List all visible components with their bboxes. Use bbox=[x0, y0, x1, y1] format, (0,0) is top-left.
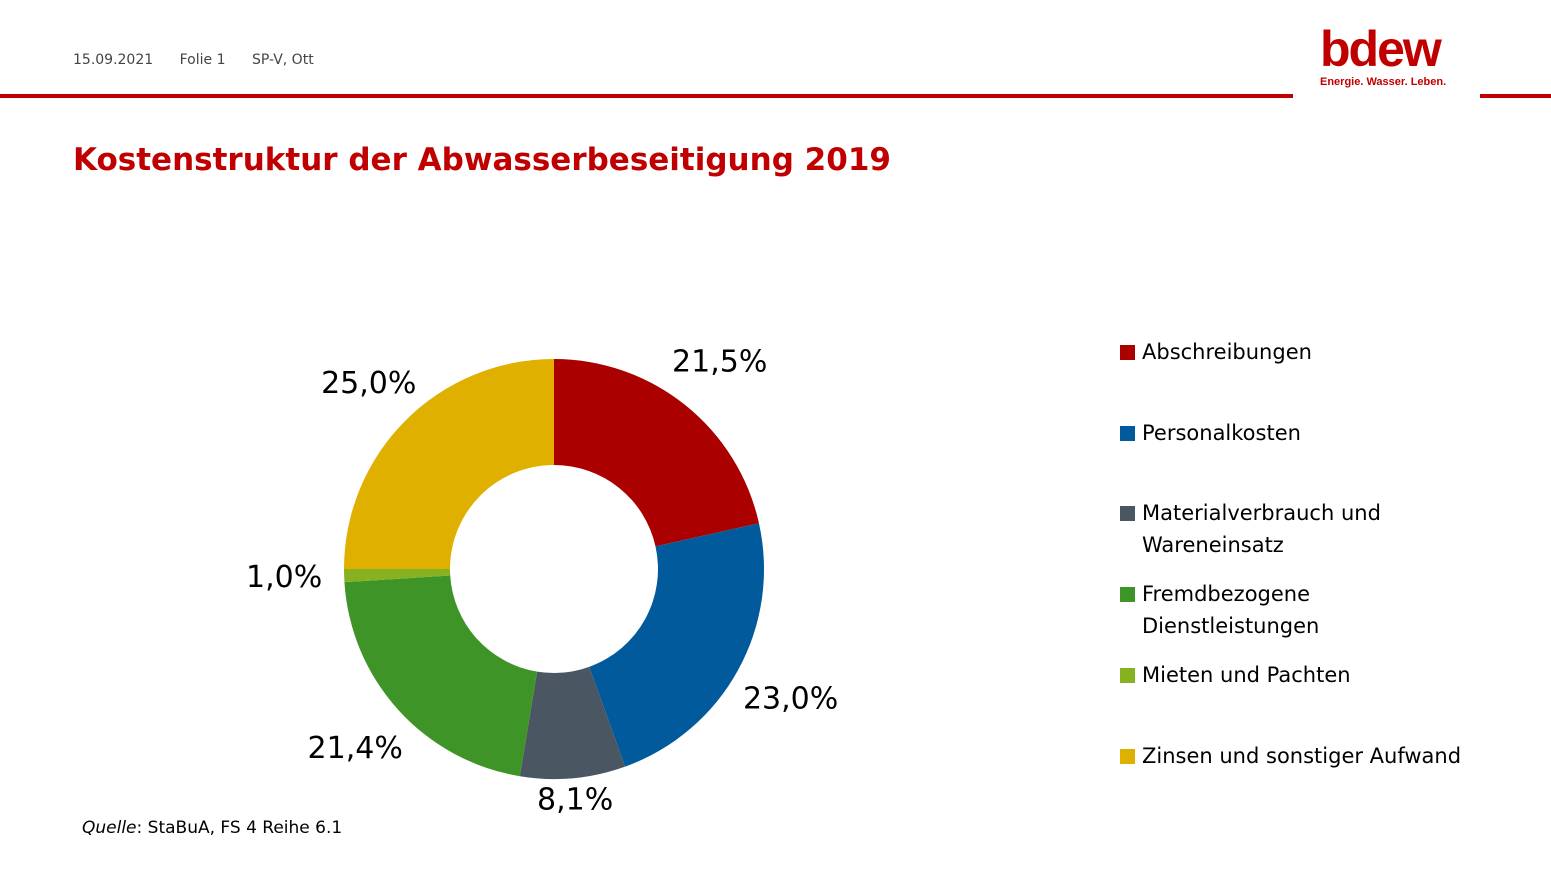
slide-number: Folie 1 bbox=[179, 52, 226, 68]
legend-swatch bbox=[1120, 587, 1135, 602]
legend-item-fremdbezogene-dienstleistungen: Fremdbezogene Dienstleistungen bbox=[1120, 578, 1480, 642]
legend-item-mieten-und-pachten: Mieten und Pachten bbox=[1120, 659, 1480, 691]
legend-label: Abschreibungen bbox=[1142, 340, 1312, 364]
slice-mieten-und-pachten bbox=[344, 569, 451, 583]
legend-item-materialverbrauch-und-wareneinsatz: Materialverbrauch und Wareneinsatz bbox=[1120, 497, 1480, 561]
data-label-mieten-und-pachten: 1,0% bbox=[246, 560, 322, 595]
legend-label: Personalkosten bbox=[1142, 421, 1301, 445]
header-rule-right bbox=[1480, 94, 1551, 98]
slide-date: 15.09.2021 bbox=[73, 52, 154, 68]
slide-meta: 15.09.2021 Folie 1 SP-V, Ott bbox=[73, 52, 336, 68]
legend-item-personalkosten: Personalkosten bbox=[1120, 417, 1480, 449]
data-label-personalkosten: 23,0% bbox=[743, 682, 838, 717]
legend-swatch bbox=[1120, 668, 1135, 683]
logo-wordmark: bdew bbox=[1320, 21, 1442, 77]
legend-label: Materialverbrauch und Wareneinsatz bbox=[1142, 501, 1381, 557]
legend-item-abschreibungen: Abschreibungen bbox=[1120, 336, 1480, 368]
data-label-abschreibungen: 21,5% bbox=[672, 345, 767, 380]
logo-tagline: Energie. Wasser. Leben. bbox=[1320, 76, 1447, 88]
slice-abschreibungen bbox=[554, 359, 759, 547]
legend-swatch bbox=[1120, 506, 1135, 521]
data-label-materialverbrauch-und-wareneinsatz: 8,1% bbox=[537, 783, 613, 818]
header-rule-left bbox=[0, 94, 1293, 98]
page-title: Kostenstruktur der Abwasserbeseitigung 2… bbox=[73, 142, 891, 178]
legend-label: Mieten und Pachten bbox=[1142, 663, 1351, 687]
legend-item-zinsen-und-sonstiger-aufwand: Zinsen und sonstiger Aufwand bbox=[1120, 740, 1480, 772]
slice-zinsen-und-sonstiger-aufwand bbox=[344, 359, 554, 569]
data-label-zinsen-und-sonstiger-aufwand: 25,0% bbox=[321, 366, 416, 401]
legend-label: Zinsen und sonstiger Aufwand bbox=[1142, 744, 1462, 768]
data-label-fremdbezogene-dienstleistungen: 21,4% bbox=[308, 731, 403, 766]
bdew-logo: bdew Energie. Wasser. Leben. bbox=[1320, 24, 1460, 88]
legend-swatch bbox=[1120, 749, 1135, 764]
source-prefix: Quelle bbox=[82, 818, 137, 838]
legend-swatch bbox=[1120, 426, 1135, 441]
slice-personalkosten bbox=[589, 523, 764, 767]
slice-fremdbezogene-dienstleistungen bbox=[344, 575, 538, 777]
legend-label: Fremdbezogene Dienstleistungen bbox=[1142, 582, 1320, 638]
slide-author: SP-V, Ott bbox=[251, 52, 314, 68]
source-text: : StaBuA, FS 4 Reihe 6.1 bbox=[136, 818, 343, 838]
legend-swatch bbox=[1120, 345, 1135, 360]
source-note: Quelle: StaBuA, FS 4 Reihe 6.1 bbox=[82, 818, 342, 838]
slice-materialverbrauch-und-wareneinsatz bbox=[519, 666, 626, 779]
